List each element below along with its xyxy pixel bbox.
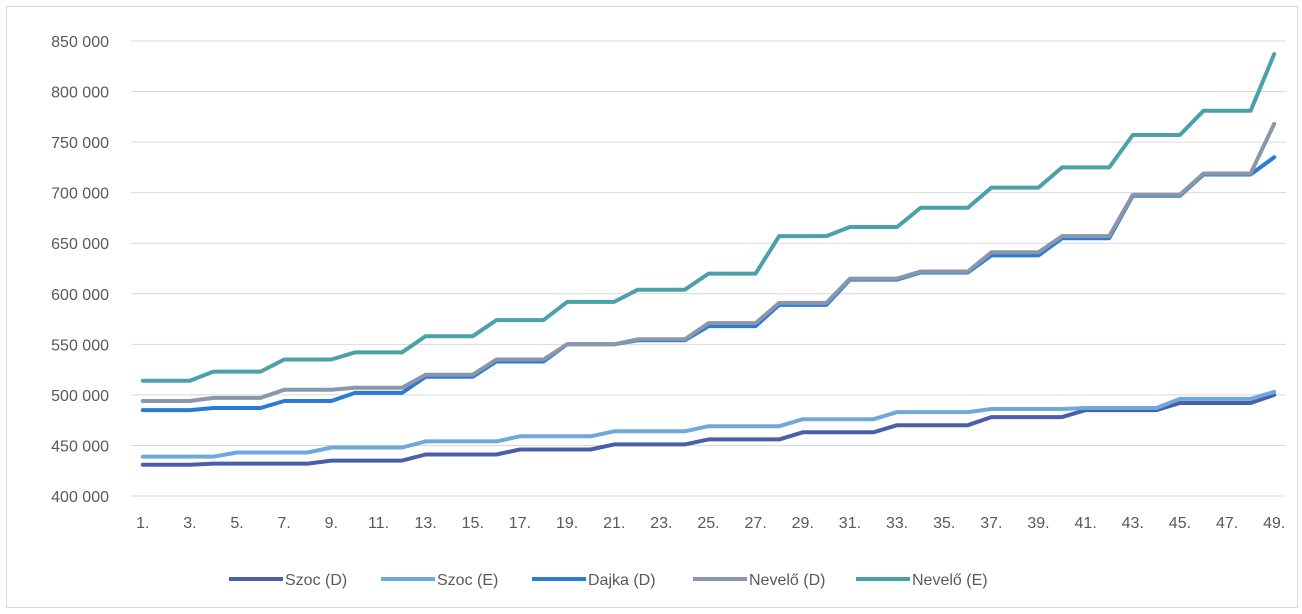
x-tick-label: 49. (1263, 515, 1285, 532)
y-tick-label: 500 000 (51, 388, 109, 405)
gridlines (131, 40, 1286, 497)
legend-label: Dajka (D) (588, 572, 656, 589)
x-tick-label: 19. (556, 515, 578, 532)
x-tick-label: 25. (697, 515, 719, 532)
x-tick-label: 37. (980, 515, 1002, 532)
series-line-4 (140, 52, 1277, 383)
x-tick-label: 35. (933, 515, 955, 532)
legend-label: Szoc (E) (437, 572, 498, 589)
line-chart: 400 000 450 000 500 000 550 000 600 000 650 0… (51, 34, 1286, 589)
legend: Szoc (D) Szoc (E) Dajka (D) Nevelő (D) Nevel… (229, 572, 988, 589)
series-line-2 (140, 155, 1277, 413)
series-lines (140, 52, 1277, 467)
x-tick-label: 27. (745, 515, 767, 532)
legend-label: Nevelő (D) (749, 572, 825, 589)
y-tick-label: 650 000 (51, 236, 109, 253)
legend-label: Szoc (D) (285, 572, 347, 589)
y-tick-label: 750 000 (51, 135, 109, 152)
series-line-0 (140, 392, 1277, 467)
x-tick-label: 39. (1027, 515, 1049, 532)
x-tick-label: 23. (650, 515, 672, 532)
x-tick-label: 5. (230, 515, 243, 532)
y-tick-label: 850 000 (51, 34, 109, 51)
x-tick-label: 11. (368, 515, 389, 532)
y-tick-label: 400 000 (51, 489, 109, 506)
y-axis-ticks: 400 000 450 000 500 000 550 000 600 000 650 0… (51, 34, 109, 506)
series-line-1 (140, 389, 1277, 459)
x-tick-label: 31. (839, 515, 861, 532)
x-tick-label: 43. (1122, 515, 1144, 532)
chart-frame: 400 000 450 000 500 000 550 000 600 000 650 0… (6, 6, 1298, 608)
x-axis-ticks: 1. 3. 5. 7. 9. 11. 13. 15. 17. 19. 21. 23. 25. 27. 29.… (136, 515, 1285, 532)
x-tick-label: 13. (415, 515, 437, 532)
x-tick-label: 45. (1169, 515, 1191, 532)
x-tick-label: 29. (792, 515, 814, 532)
series-line-3 (140, 121, 1277, 403)
x-tick-label: 9. (325, 515, 338, 532)
y-tick-label: 600 000 (51, 287, 109, 304)
x-tick-label: 41. (1075, 515, 1097, 532)
x-tick-label: 17. (509, 515, 531, 532)
x-tick-label: 7. (278, 515, 291, 532)
x-tick-label: 47. (1216, 515, 1238, 532)
y-tick-label: 700 000 (51, 186, 109, 203)
y-tick-label: 800 000 (51, 85, 109, 102)
x-tick-label: 15. (462, 515, 484, 532)
legend-label: Nevelő (E) (912, 572, 988, 589)
x-tick-label: 21. (603, 515, 625, 532)
y-tick-label: 550 000 (51, 337, 109, 354)
y-tick-label: 450 000 (51, 438, 109, 455)
x-tick-label: 3. (183, 515, 196, 532)
x-tick-label: 33. (886, 515, 908, 532)
x-tick-label: 1. (136, 515, 149, 532)
